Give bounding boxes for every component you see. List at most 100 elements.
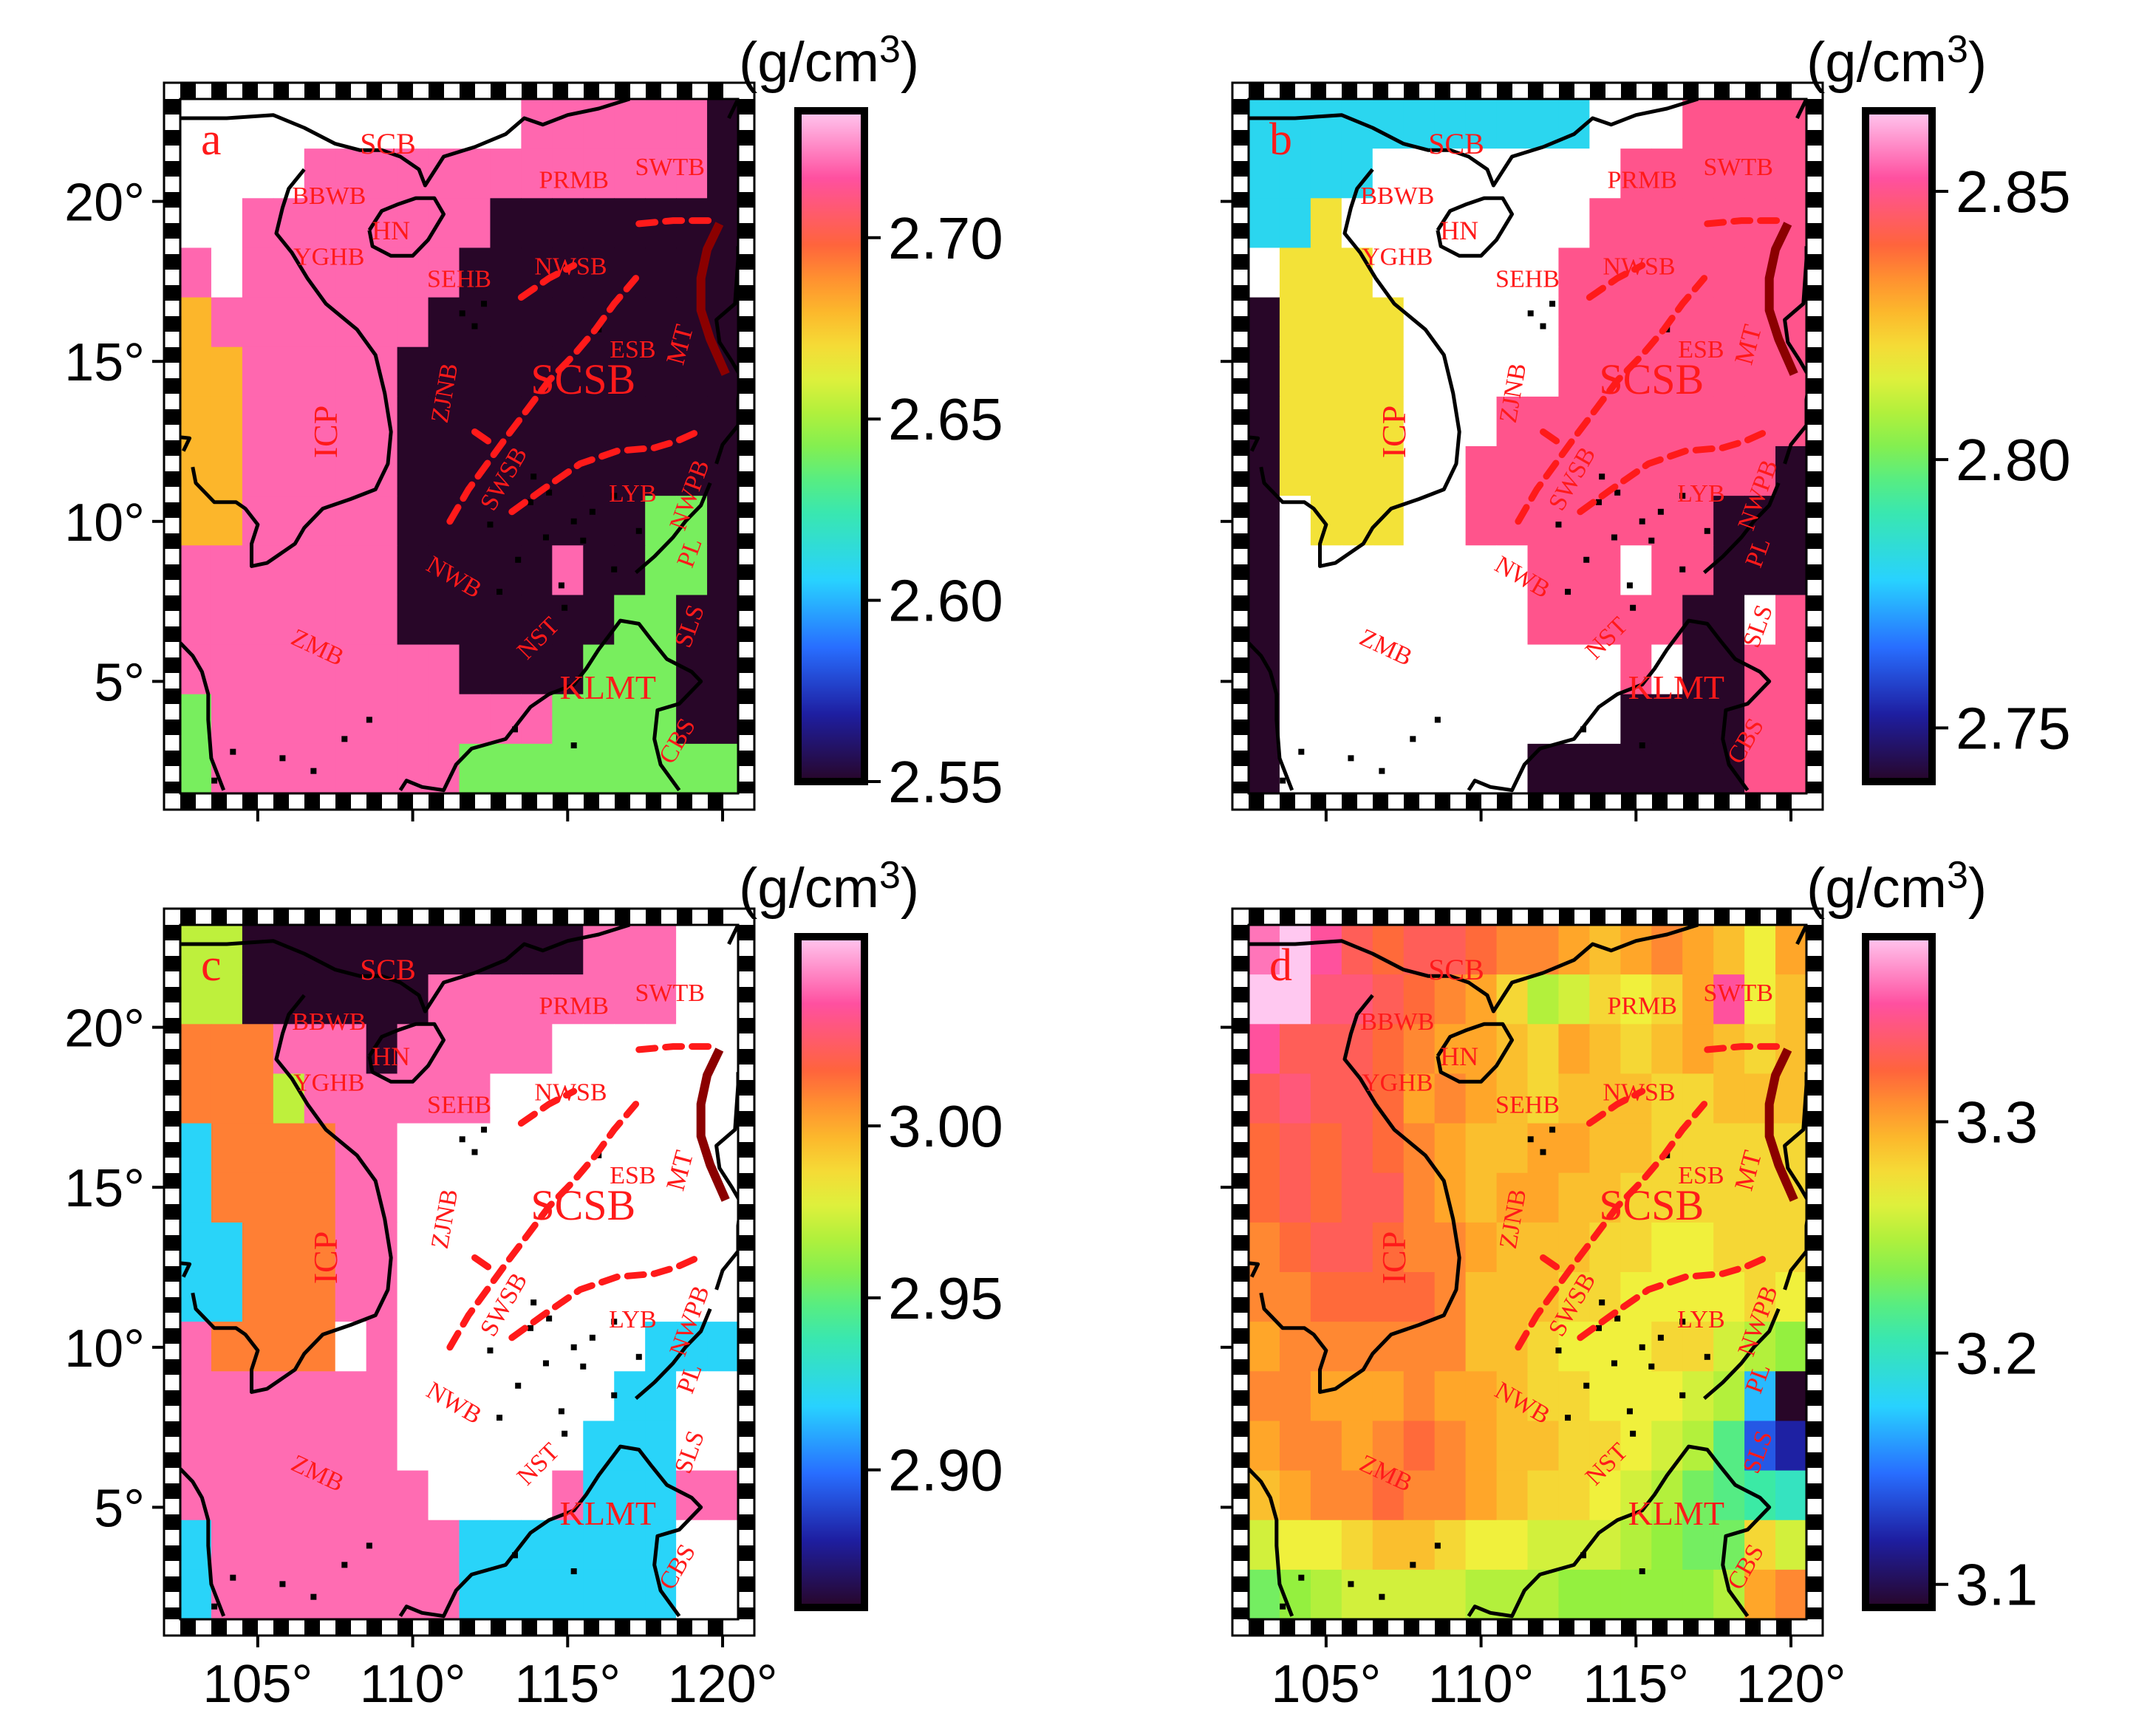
grid-cell	[1589, 1421, 1621, 1472]
region-label-hn: HN	[372, 1042, 410, 1071]
grid-cell	[614, 1123, 646, 1174]
coastline	[1249, 925, 1806, 1619]
grid-cell	[1465, 297, 1498, 348]
grid-cell	[583, 346, 615, 397]
island	[366, 1542, 372, 1549]
grid-cell	[1744, 1470, 1776, 1521]
grid-cell	[1589, 595, 1621, 646]
grid-cell	[1496, 396, 1529, 447]
grid-cell	[1744, 446, 1776, 496]
grid-cell	[1527, 545, 1560, 596]
grid-cell	[428, 595, 460, 646]
grid-cell	[428, 545, 460, 596]
grid-cell	[1713, 925, 1745, 975]
grid-cell	[335, 1470, 367, 1521]
grid-cell	[521, 346, 553, 397]
grid-cell	[1341, 644, 1373, 695]
grid-cell	[304, 148, 336, 199]
grid-cell	[1249, 1073, 1280, 1124]
grid-cell	[211, 1520, 243, 1571]
grid-cell	[552, 925, 584, 975]
grid-cell	[304, 1272, 336, 1322]
island	[530, 1299, 537, 1306]
island	[1639, 518, 1645, 524]
island	[496, 589, 503, 595]
island	[1630, 604, 1637, 611]
colorbar-tick-label: 2.90	[888, 1438, 1003, 1503]
grid-cell	[366, 297, 398, 348]
grid-cell	[1279, 346, 1311, 397]
coast-line	[1249, 99, 1699, 188]
region-label-hn: HN	[1440, 1042, 1478, 1071]
grid-cell	[1496, 1172, 1529, 1223]
coast-line	[398, 618, 703, 793]
basin-boundary	[508, 1254, 701, 1342]
grid-cell	[397, 1470, 429, 1521]
grid-cell	[1775, 743, 1807, 794]
grid-cell	[1372, 974, 1405, 1025]
basin-boundary	[446, 275, 640, 525]
grid-cell	[645, 1272, 677, 1322]
island	[542, 534, 549, 541]
colorbar-tick-label: 2.60	[888, 568, 1003, 634]
grid-cell	[459, 974, 491, 1025]
grid-cell	[304, 1073, 336, 1124]
coast-line	[180, 1467, 226, 1617]
grid-cell	[1310, 496, 1342, 546]
grid-cell	[428, 1470, 460, 1521]
grid-cell	[1682, 1272, 1714, 1322]
island	[471, 323, 478, 329]
grid-cell	[242, 1172, 274, 1223]
grid-cell	[521, 148, 553, 199]
grid-cell	[1775, 595, 1807, 646]
grid-cell	[1496, 644, 1529, 695]
grid-cell	[1682, 1569, 1714, 1620]
island	[1639, 1568, 1645, 1575]
island	[1679, 1319, 1686, 1325]
grid-cell	[1620, 545, 1652, 596]
island	[527, 499, 533, 505]
region-label-icp: ICP	[1375, 406, 1413, 459]
grid-cell	[1651, 148, 1683, 199]
grid-cell	[1310, 247, 1342, 298]
grid-cell	[707, 396, 739, 447]
lat-tick-label: 20°	[64, 999, 145, 1059]
grid-cell	[397, 925, 429, 975]
grid-cell	[1651, 346, 1683, 397]
grid-cell	[335, 1024, 367, 1075]
grid-cell	[1279, 644, 1311, 695]
grid-cell	[242, 743, 274, 794]
grid-cell	[1341, 925, 1373, 975]
region-label-yghb: YGHB	[293, 1069, 364, 1096]
grid-cell	[459, 1073, 491, 1124]
grid-cell	[1682, 1172, 1714, 1223]
grid-cell	[1496, 496, 1529, 546]
grid-cell	[273, 1172, 305, 1223]
grid-cell	[242, 1421, 274, 1472]
lat-tick-label: 10°	[64, 1319, 145, 1378]
grid-cell	[1434, 1470, 1467, 1521]
grid-cell	[1465, 545, 1498, 596]
coast-line	[1249, 641, 1294, 791]
coast-line	[1795, 925, 1806, 946]
manila-trench	[696, 1048, 730, 1202]
region-label-esb: ESB	[1678, 1162, 1724, 1189]
island	[1540, 1149, 1546, 1155]
colorbar: 2.85 2.80 2.75 (g/cm3)	[1806, 28, 2071, 785]
grid-cell	[1372, 247, 1405, 298]
grid-cell	[645, 743, 677, 794]
grid-cell	[397, 545, 429, 596]
grid-cell	[1341, 99, 1373, 149]
region-label-sehb: SEHB	[427, 266, 491, 293]
coast-line	[398, 1444, 703, 1619]
grid-cell	[1341, 1470, 1373, 1521]
grid-cell	[1589, 1172, 1621, 1223]
basin-boundary	[1704, 217, 1782, 228]
grid-cell	[1744, 1569, 1776, 1620]
grid-cell	[1434, 925, 1467, 975]
grid-cell	[211, 644, 243, 695]
grid-cell	[1651, 1371, 1683, 1422]
grid-cell	[366, 346, 398, 397]
island	[1580, 1552, 1586, 1559]
grid-cell	[1465, 1322, 1498, 1372]
